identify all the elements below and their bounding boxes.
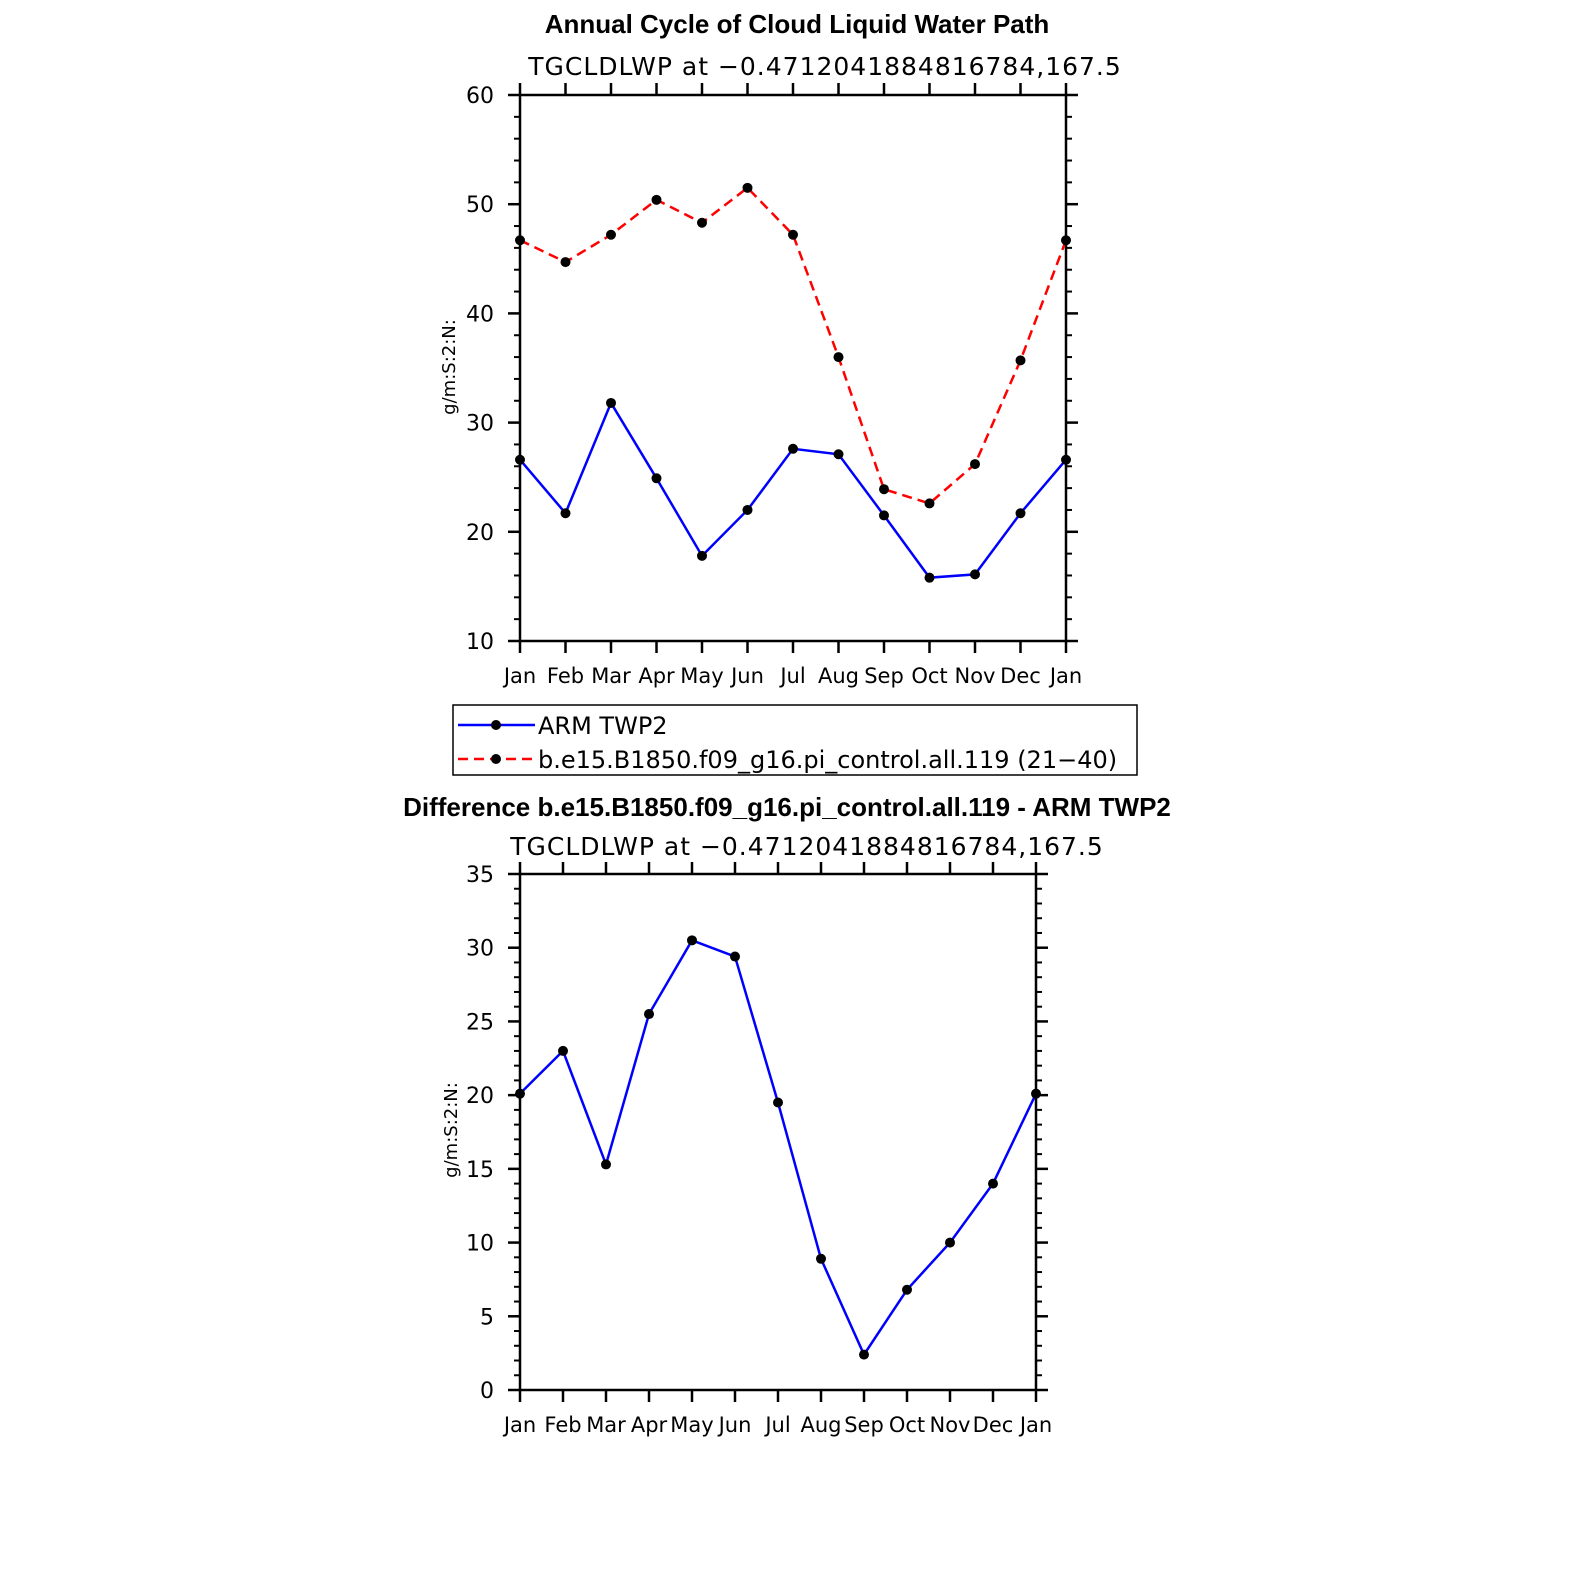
data-point: [1015, 355, 1026, 366]
data-point: [742, 504, 753, 515]
y-tick-label: 10: [466, 630, 494, 655]
y-tick-label: 30: [466, 412, 494, 437]
data-point: [924, 572, 935, 583]
x-tick-label: Aug: [818, 664, 859, 688]
x-tick-label: Sep: [844, 1413, 884, 1437]
x-tick-label: Jun: [717, 1413, 752, 1437]
x-tick-label: Aug: [800, 1413, 841, 1437]
data-point: [697, 550, 707, 561]
x-tick-label: Jan: [502, 1413, 536, 1437]
x-tick-label: Jan: [1048, 664, 1082, 688]
x-tick-label: Apr: [631, 1413, 668, 1437]
x-tick-label: Feb: [547, 664, 584, 688]
x-tick-label: Sep: [864, 664, 904, 688]
legend-model-label: b.e15.B1850.f09_g16.pi_control.all.119 (…: [538, 746, 1117, 774]
legend-arm-label: ARM TWP2: [538, 712, 668, 740]
x-tick-label: May: [670, 1413, 713, 1437]
chart1-plot-frame: [518, 93, 1068, 643]
annual-cycle-chart: Annual Cycle of Cloud Liquid Water Path …: [439, 9, 1122, 688]
difference-chart: Difference b.e15.B1850.f09_g16.pi_contro…: [403, 792, 1171, 1437]
data-point: [970, 459, 980, 470]
data-point: [606, 397, 616, 408]
data-point: [601, 1159, 611, 1170]
data-point: [1031, 1088, 1041, 1099]
chart1-legend: ARM TWP2 b.e15.B1850.f09_g16.pi_control.…: [452, 704, 1138, 776]
data-point: [515, 454, 525, 465]
data-point: [833, 352, 844, 363]
data-point: [859, 1349, 869, 1360]
data-point: [945, 1237, 955, 1248]
data-point: [515, 235, 525, 246]
x-tick-label: Dec: [1000, 664, 1041, 688]
data-point: [560, 508, 571, 519]
y-tick-label: 20: [466, 1084, 494, 1109]
data-point: [697, 217, 707, 228]
y-tick-label: 15: [466, 1158, 494, 1183]
data-point: [773, 1097, 783, 1108]
y-tick-label: 30: [466, 937, 494, 962]
data-point: [1061, 454, 1071, 465]
x-tick-label: Mar: [586, 1413, 626, 1437]
y-tick-label: 60: [466, 84, 494, 109]
data-point: [788, 229, 798, 240]
x-tick-label: Jan: [1018, 1413, 1052, 1437]
y-tick-label: 20: [466, 521, 494, 546]
y-tick-label: 0: [480, 1379, 494, 1404]
data-point: [687, 935, 697, 946]
y-tick-label: 50: [466, 193, 494, 218]
legend-arm-marker: [491, 720, 501, 730]
y-tick-label: 5: [480, 1305, 494, 1330]
chart1-title: Annual Cycle of Cloud Liquid Water Path: [545, 9, 1050, 39]
data-point: [644, 1009, 654, 1020]
data-point: [651, 473, 662, 484]
series-line-0: [519, 400, 1067, 579]
data-point: [902, 1284, 912, 1295]
data-point: [924, 498, 935, 509]
chart2-title: Difference b.e15.B1850.f09_g16.pi_contro…: [403, 792, 1171, 822]
data-point: [1015, 508, 1026, 519]
data-point: [560, 257, 571, 268]
chart2-subtitle: TGCLDLWP at −0.4712041884816784,167.5: [509, 832, 1104, 861]
legend-box: [452, 704, 1138, 776]
x-tick-label: Jun: [729, 664, 764, 688]
data-point: [879, 484, 889, 495]
data-point: [515, 1088, 525, 1099]
data-point: [558, 1045, 568, 1056]
data-point: [788, 443, 798, 454]
x-tick-label: Jul: [763, 1413, 790, 1437]
x-tick-label: Nov: [930, 1413, 971, 1437]
data-point: [879, 510, 889, 521]
data-point: [833, 449, 844, 460]
series-line-0: [519, 938, 1038, 1358]
y-tick-label: 10: [466, 1232, 494, 1257]
y-tick-label: 40: [466, 302, 494, 327]
data-point: [742, 182, 753, 193]
x-tick-label: Oct: [911, 664, 947, 688]
data-point: [651, 194, 662, 205]
x-tick-label: Feb: [544, 1413, 581, 1437]
data-point: [730, 951, 740, 962]
chart2-y-axis-label: g/m:S:2:N:: [441, 1082, 462, 1178]
x-tick-label: Oct: [889, 1413, 925, 1437]
data-point: [606, 229, 616, 240]
y-tick-label: 35: [466, 863, 494, 888]
data-point: [988, 1178, 998, 1189]
chart1-subtitle: TGCLDLWP at −0.4712041884816784,167.5: [527, 52, 1122, 81]
x-tick-label: Apr: [638, 664, 675, 688]
x-tick-label: May: [680, 664, 723, 688]
chart2-plot-frame: [518, 872, 1038, 1392]
chart1-y-axis-label: g/m:S:2:N:: [439, 319, 460, 415]
x-tick-label: Mar: [591, 664, 631, 688]
x-tick-label: Nov: [955, 664, 996, 688]
legend-model-marker: [491, 754, 501, 764]
data-point: [816, 1253, 826, 1264]
x-tick-label: Jul: [778, 664, 805, 688]
x-tick-label: Jan: [502, 664, 536, 688]
data-point: [970, 569, 980, 580]
y-tick-label: 25: [466, 1010, 494, 1035]
x-tick-label: Dec: [973, 1413, 1014, 1437]
data-point: [1061, 235, 1071, 246]
